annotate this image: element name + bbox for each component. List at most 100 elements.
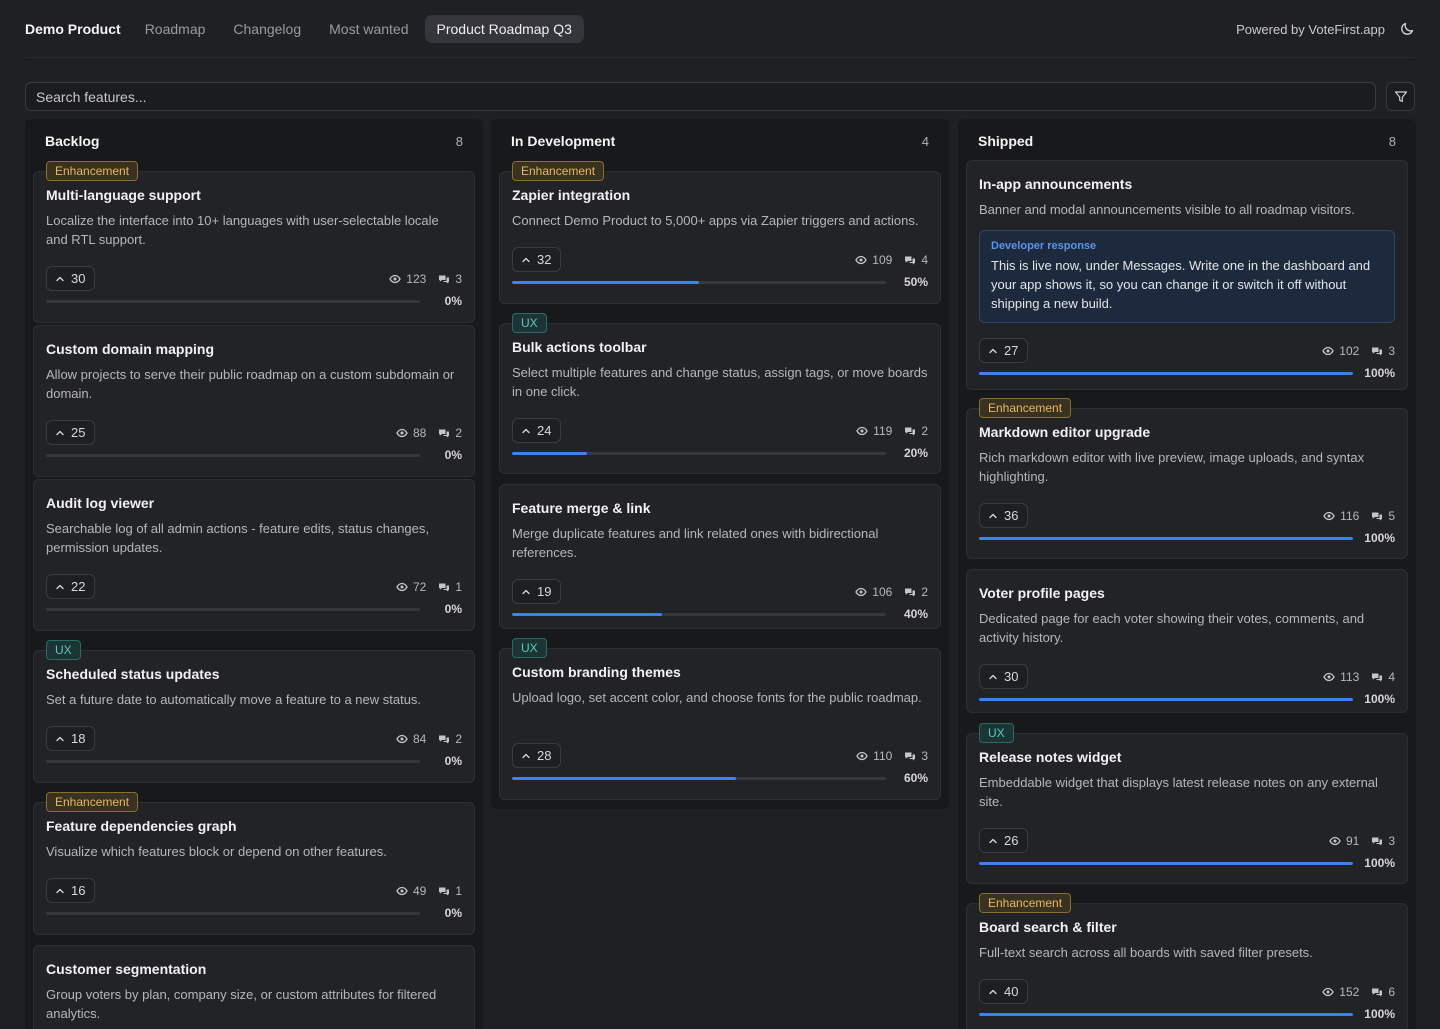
tag-badge: Enhancement [979,398,1072,418]
feature-card[interactable]: Enhancement Zapier integration Connect Dem… [499,161,941,304]
feature-card[interactable]: Enhancement Markdown editor upgrade Rich m… [966,398,1408,559]
vote-count: 16 [71,883,86,898]
card-stats: 123 3 [389,272,462,286]
card-title: Custom domain mapping [46,341,214,357]
comments-stat: 4 [1371,670,1395,684]
upvote-button[interactable]: 25 [46,420,96,445]
card-stats: 152 6 [1322,985,1395,999]
feature-card[interactable]: Enhancement Multi-language support Localiz… [33,161,475,323]
comments-icon [904,426,916,437]
upvote-button[interactable]: 30 [46,266,96,291]
progress-percent: 100% [1364,366,1395,380]
views-stat: 88 [396,426,426,440]
views-count: 84 [412,732,427,746]
eye-icon [396,582,408,592]
card-description: Visualize which features block or depend… [46,844,387,859]
moon-icon[interactable] [1399,21,1415,37]
comments-icon [438,428,450,439]
upvote-button[interactable]: 40 [979,979,1029,1004]
chevron-up-icon [55,886,65,896]
comments-icon [1371,511,1383,522]
developer-response-text: This is live now, under Messages. Write … [991,258,1371,311]
feature-card[interactable]: Feature merge & link Merge duplicate feat… [499,484,941,629]
tag-badge: Enhancement [979,893,1072,913]
search-row [25,82,1415,111]
chevron-up-icon [55,582,65,592]
upvote-button[interactable]: 26 [979,828,1029,853]
views-stat: 102 [1322,344,1359,358]
comments-stat: 2 [438,426,462,440]
card-stats: 91 3 [1329,834,1395,848]
progress-bar [46,300,420,303]
upvote-button[interactable]: 32 [512,247,562,272]
progress-fill [512,452,587,455]
progress-percent: 60% [903,771,928,785]
card-description: Embeddable widget that displays latest r… [979,775,1378,809]
upvote-button[interactable]: 28 [512,743,562,768]
card-description: Group voters by plan, company size, or c… [46,987,437,1021]
upvote-button[interactable]: 27 [979,338,1029,363]
feature-card[interactable]: Voter profile pages Dedicated page for ea… [966,569,1408,713]
upvote-button[interactable]: 24 [512,418,562,443]
views-count: 110 [873,749,893,763]
progress-percent: 0% [444,754,462,768]
feature-card[interactable]: Customer segmentation Group voters by pla… [33,945,475,1029]
tag-badge: Enhancement [46,161,139,181]
progress-percent: 100% [1364,1007,1395,1021]
comments-icon [1371,987,1383,998]
card-description: Banner and modal announcements visible t… [979,202,1355,217]
card-stats: 88 2 [396,426,462,440]
card-description: Set a future date to automatically move … [46,692,422,707]
column-header: Shipped 8 [966,119,1408,163]
tag-badge: UX [512,313,547,333]
upvote-button[interactable]: 30 [979,664,1029,689]
eye-icon [856,751,868,761]
feature-card[interactable]: Custom domain mapping Allow projects to s… [33,325,475,477]
powered-by-link[interactable]: Powered by VoteFirst.app [1236,21,1385,37]
comments-count: 4 [921,253,928,267]
nav-link-roadmap[interactable]: Roadmap [144,21,206,37]
vote-count: 22 [71,579,86,594]
comments-count: 1 [455,580,462,594]
card-title: Board search & filter [979,919,1117,935]
feature-card[interactable]: UX Custom branding themes Upload logo, set… [499,638,941,800]
comments-stat: 2 [904,424,928,438]
feature-card[interactable]: Audit log viewer Searchable log of all ad… [33,479,475,631]
column-count: 8 [455,133,463,149]
progress-fill [512,777,737,780]
feature-card[interactable]: Enhancement Board search & filter Full-tex… [966,893,1408,1029]
feature-card[interactable]: Enhancement Feature dependencies graph Vis… [33,792,475,935]
upvote-button[interactable]: 18 [46,726,96,751]
card-title: Voter profile pages [979,585,1105,601]
developer-response: Developer response This is live now, unde… [979,230,1395,323]
upvote-button[interactable]: 36 [979,503,1029,528]
progress-bar [512,452,886,455]
nav-link-most-wanted[interactable]: Most wanted [329,21,409,37]
views-stat: 113 [1323,670,1359,684]
eye-icon [1323,511,1335,521]
upvote-button[interactable]: 16 [46,878,96,903]
filter-icon [1394,90,1408,104]
filter-button[interactable] [1386,82,1415,111]
vote-count: 30 [1004,669,1019,684]
search-input[interactable] [25,82,1376,111]
comments-count: 3 [455,272,462,286]
feature-card[interactable]: In-app announcements Banner and modal ann… [966,160,1408,390]
card-description: Merge duplicate features and link relate… [512,526,879,560]
feature-card[interactable]: UX Bulk actions toolbar Select multiple fe… [499,313,941,474]
upvote-button[interactable]: 19 [512,579,562,604]
brand-link[interactable]: Demo Product [25,21,121,37]
vote-count: 32 [537,252,552,267]
comments-icon [904,587,916,598]
progress-bar [46,608,420,611]
comments-count: 2 [455,426,462,440]
upvote-button[interactable]: 22 [46,574,96,599]
comments-count: 2 [921,424,928,438]
nav-link-changelog[interactable]: Changelog [233,21,302,37]
nav-link-product-roadmap-q3[interactable]: Product Roadmap Q3 [424,15,584,43]
comments-stat: 3 [438,272,462,286]
feature-card[interactable]: UX Scheduled status updates Set a future d… [33,640,475,783]
feature-card[interactable]: UX Release notes widget Embeddable widget … [966,723,1408,884]
comments-count: 1 [455,884,462,898]
progress-bar [512,613,886,616]
